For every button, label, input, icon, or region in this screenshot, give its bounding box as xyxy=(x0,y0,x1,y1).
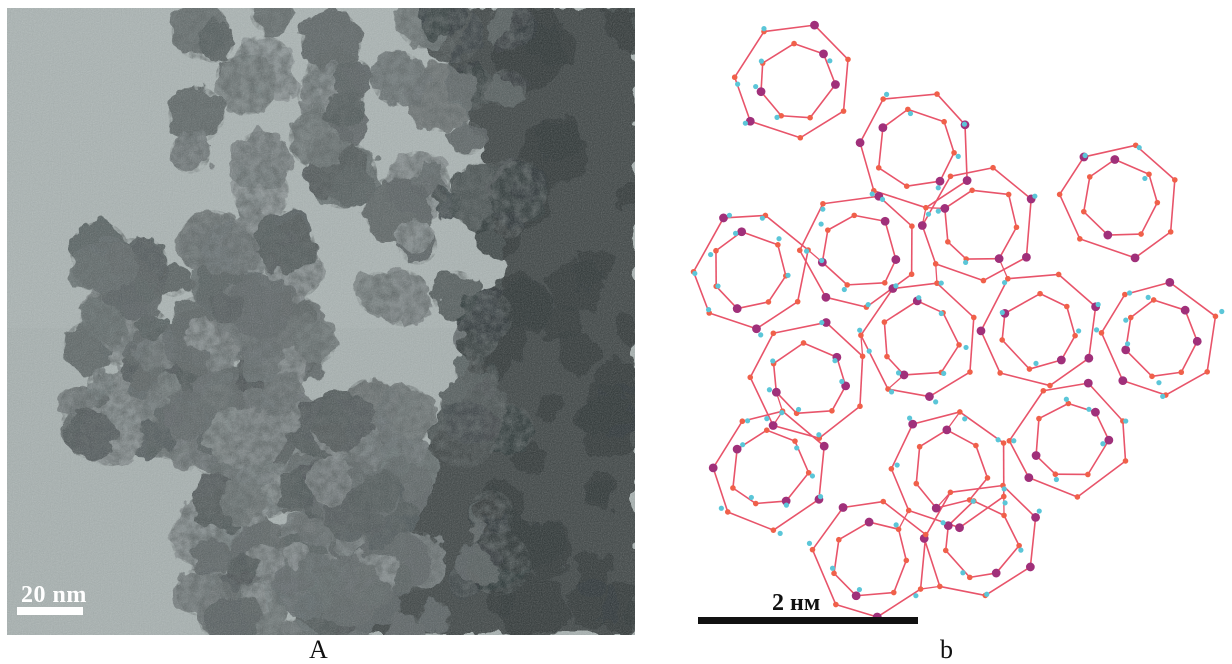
panel-b-scale-bar-label: 2 нм xyxy=(772,590,820,617)
panel-b-scale-bar xyxy=(698,617,918,624)
molecular-framework-model-image xyxy=(650,0,1232,640)
panel-a-scale-bar xyxy=(17,607,83,615)
panel-a-scale-bar-label: 20 nm xyxy=(21,582,87,609)
tem-micrograph-canvas xyxy=(7,8,635,635)
panel-b-label: b xyxy=(940,637,953,663)
panel-a-label: A xyxy=(309,637,328,663)
tem-micrograph-image xyxy=(7,8,635,635)
framework-canvas xyxy=(650,0,1232,640)
